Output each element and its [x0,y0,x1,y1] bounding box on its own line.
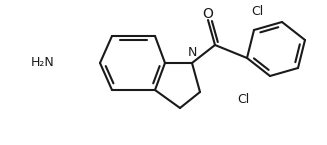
Text: Cl: Cl [237,93,249,106]
Text: N: N [187,46,197,59]
Text: O: O [202,7,214,21]
Text: H₂N: H₂N [31,57,55,69]
Text: Cl: Cl [251,5,263,18]
